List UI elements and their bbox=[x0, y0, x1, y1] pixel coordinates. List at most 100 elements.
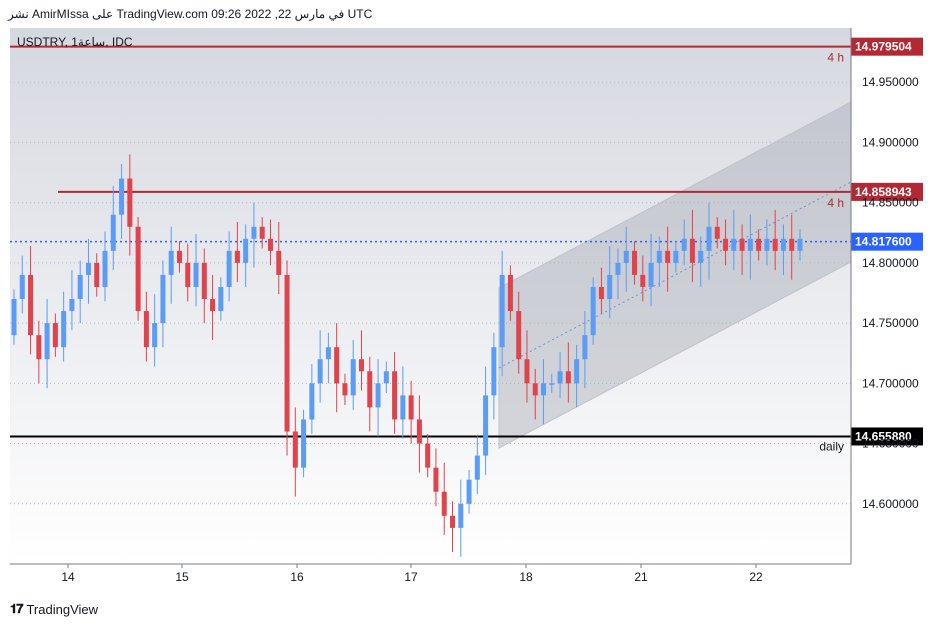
candle-body bbox=[210, 299, 216, 312]
candle-body bbox=[19, 274, 25, 300]
price-tick-label: 14.700000 bbox=[862, 376, 919, 390]
candle-body bbox=[342, 383, 348, 396]
candle-body bbox=[284, 274, 290, 432]
tradingview-footer[interactable]: 𝟏𝟕 TradingView bbox=[10, 601, 98, 617]
candle-body bbox=[590, 286, 596, 336]
candle-body bbox=[102, 250, 108, 287]
candle-body bbox=[152, 323, 158, 348]
candle-body bbox=[549, 383, 555, 385]
price-tick-label: 14.750000 bbox=[862, 316, 919, 330]
candle-body bbox=[143, 311, 149, 348]
candle-body bbox=[532, 383, 538, 396]
candle-body bbox=[77, 274, 83, 300]
candle-body bbox=[292, 431, 298, 468]
candle-body bbox=[706, 226, 712, 251]
level-label: 4 h bbox=[827, 196, 844, 210]
price-label-box bbox=[851, 232, 923, 251]
level-label: 4 h bbox=[827, 51, 844, 65]
candle-body bbox=[714, 226, 720, 239]
candle-body bbox=[168, 250, 174, 275]
price-label: 14.817600 bbox=[855, 235, 912, 249]
price-chart[interactable]: 14.979504 4 h 14.858943 4 h 14.817600 14.6558… bbox=[0, 0, 938, 595]
candle-body bbox=[276, 250, 282, 275]
candle-body bbox=[797, 238, 803, 251]
candle-body bbox=[358, 359, 364, 372]
candle-body bbox=[458, 503, 464, 528]
candle-body bbox=[400, 395, 406, 420]
price-label: 14.979504 bbox=[855, 40, 912, 54]
candle-body bbox=[226, 250, 232, 287]
candle-body bbox=[723, 238, 729, 251]
candle-body bbox=[789, 238, 795, 251]
time-tick-label: 16 bbox=[290, 570, 304, 584]
candle-body bbox=[698, 250, 704, 263]
candle-body bbox=[135, 226, 141, 312]
candle-body bbox=[557, 371, 563, 384]
candle-body bbox=[69, 299, 75, 312]
price-label: 14.858943 bbox=[855, 185, 912, 199]
candle-body bbox=[367, 371, 373, 408]
candle-body bbox=[689, 238, 695, 263]
price-label-box bbox=[851, 182, 923, 201]
candle-body bbox=[408, 395, 414, 420]
candle-body bbox=[665, 250, 671, 263]
candle-body bbox=[416, 419, 422, 444]
candle-body bbox=[433, 467, 439, 492]
candle-body bbox=[251, 226, 257, 239]
price-tick-label: 14.900000 bbox=[862, 135, 919, 149]
candle-body bbox=[325, 347, 331, 360]
candle-body bbox=[640, 274, 646, 287]
candle-body bbox=[507, 274, 513, 312]
candle-body bbox=[119, 178, 125, 215]
candle-body bbox=[267, 238, 273, 251]
candle-body bbox=[656, 250, 662, 263]
time-tick-label: 17 bbox=[404, 570, 418, 584]
candle-body bbox=[772, 238, 778, 251]
candle-body bbox=[450, 515, 456, 528]
tradingview-logo-icon: 𝟏𝟕 bbox=[10, 601, 24, 616]
price-label: 14.655880 bbox=[855, 429, 912, 443]
candle-body bbox=[243, 238, 249, 263]
candle-body bbox=[176, 250, 182, 263]
candle-body bbox=[425, 443, 431, 468]
candle-body bbox=[309, 383, 315, 420]
candle-body bbox=[739, 238, 745, 251]
candle-body bbox=[334, 347, 340, 384]
candle-body bbox=[483, 395, 489, 456]
candle-body bbox=[466, 479, 472, 504]
plot-background bbox=[10, 28, 851, 564]
candle-body bbox=[516, 311, 522, 360]
candle-body bbox=[36, 335, 42, 360]
candle-body bbox=[44, 323, 50, 360]
price-tick-label: 14.800000 bbox=[862, 256, 919, 270]
published-header: نشر AmirMIssa على TradingView.com في مار… bbox=[8, 7, 373, 21]
candle-body bbox=[28, 274, 34, 336]
candle-body bbox=[383, 371, 389, 384]
candle-body bbox=[218, 286, 224, 312]
candle-body bbox=[350, 359, 356, 396]
candle-body bbox=[541, 383, 547, 396]
candle-body bbox=[673, 250, 679, 263]
price-tick-label: 14.600000 bbox=[862, 497, 919, 511]
candle-body bbox=[259, 226, 265, 239]
candle-body bbox=[474, 455, 480, 480]
candle-body bbox=[392, 371, 398, 420]
candle-body bbox=[201, 262, 207, 300]
time-tick-label: 14 bbox=[61, 570, 75, 584]
candle-body bbox=[565, 371, 571, 384]
candle-body bbox=[110, 214, 116, 251]
candle-body bbox=[780, 238, 786, 251]
candle-body bbox=[52, 323, 58, 348]
candle-body bbox=[731, 238, 737, 251]
candle-body bbox=[582, 335, 588, 360]
candle-body bbox=[764, 238, 770, 251]
candle-body bbox=[94, 262, 100, 287]
candle-body bbox=[160, 274, 166, 324]
time-tick-label: 18 bbox=[519, 570, 533, 584]
candle-body bbox=[441, 491, 447, 516]
candle-body bbox=[681, 238, 687, 251]
candle-body bbox=[193, 262, 199, 287]
candle-body bbox=[375, 383, 381, 408]
time-tick-label: 22 bbox=[749, 570, 763, 584]
